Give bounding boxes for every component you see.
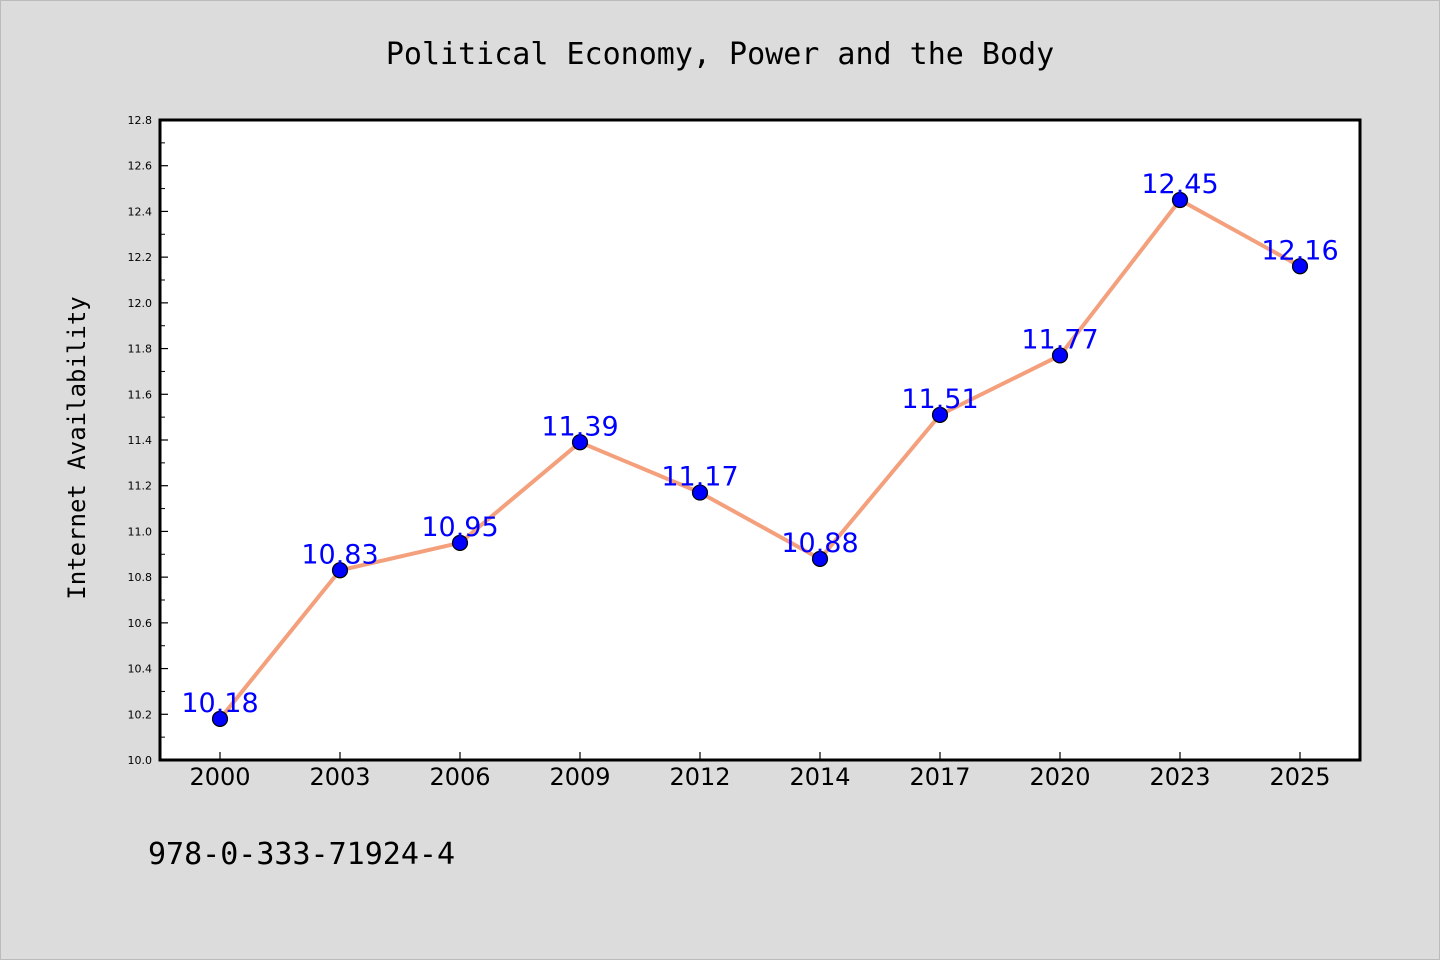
x-tick-label: 2014 [789, 763, 850, 791]
y-tick-label: 10.0 [128, 754, 153, 767]
y-tick-label: 11.6 [128, 388, 153, 401]
plot-area [160, 120, 1360, 760]
x-tick-label: 2006 [429, 763, 490, 791]
y-axis-label: Internet Availability [63, 296, 91, 599]
x-tick-label: 2009 [549, 763, 610, 791]
x-tick-label: 2012 [669, 763, 730, 791]
x-axis-ticks: 2000 2003 2006 2009 2012 2014 2017 2020 2023 2025 [189, 752, 1331, 791]
x-tick-label: 2000 [189, 763, 250, 791]
data-label: 11.17 [661, 462, 738, 493]
y-tick-label: 11.0 [128, 525, 153, 538]
chart-title: Political Economy, Power and the Body [386, 37, 1054, 72]
y-tick-label: 12.4 [128, 205, 153, 218]
data-label: 12.16 [1261, 235, 1338, 266]
data-label: 10.83 [301, 539, 378, 570]
data-point [931, 406, 949, 423]
y-tick-label: 10.6 [128, 617, 153, 630]
y-axis-ticks: 10.0 10.2 10.4 10.6 10.8 11.0 11.2 11.4 11.6 11.8… [128, 114, 168, 767]
data-markers [211, 191, 1309, 727]
data-label: 10.95 [421, 512, 498, 543]
data-label: 11.77 [1021, 324, 1098, 355]
data-point [811, 550, 829, 567]
y-tick-label: 12.0 [128, 297, 153, 310]
y-tick-label: 12.2 [128, 251, 153, 264]
data-label: 12.45 [1141, 169, 1218, 200]
data-point [451, 534, 469, 551]
y-tick-label: 10.4 [128, 663, 153, 676]
data-label: 10.18 [181, 688, 258, 719]
series-line-group [218, 198, 1302, 721]
data-point [691, 484, 709, 501]
isbn-text: 978-0-333-71924-4 [148, 837, 455, 872]
data-point [331, 562, 349, 579]
x-tick-label: 2023 [1149, 763, 1210, 791]
data-point [1171, 191, 1189, 209]
x-tick-label: 2003 [309, 763, 370, 791]
y-tick-label: 12.6 [128, 160, 153, 173]
x-tick-label: 2017 [909, 763, 970, 791]
data-label: 10.88 [781, 528, 858, 559]
x-tick-label: 2020 [1029, 763, 1090, 791]
data-point [211, 710, 229, 727]
y-tick-label: 12.8 [128, 114, 153, 127]
series-line [218, 198, 1302, 721]
data-labels: 10.18 10.83 10.95 11.39 11.17 10.88 11.51 11.77… [181, 169, 1338, 719]
y-tick-label: 11.4 [128, 434, 153, 447]
x-tick-label: 2025 [1269, 763, 1330, 791]
data-label: 11.39 [541, 411, 618, 442]
plot-frame [158, 118, 1362, 762]
y-tick-label: 11.2 [128, 480, 153, 493]
data-label: 11.51 [901, 384, 978, 415]
data-point [1291, 258, 1309, 275]
y-tick-label: 10.8 [128, 571, 153, 584]
y-tick-label: 11.8 [128, 343, 153, 356]
data-point [571, 434, 589, 451]
data-point [1051, 347, 1069, 364]
y-tick-label: 10.2 [128, 708, 153, 721]
